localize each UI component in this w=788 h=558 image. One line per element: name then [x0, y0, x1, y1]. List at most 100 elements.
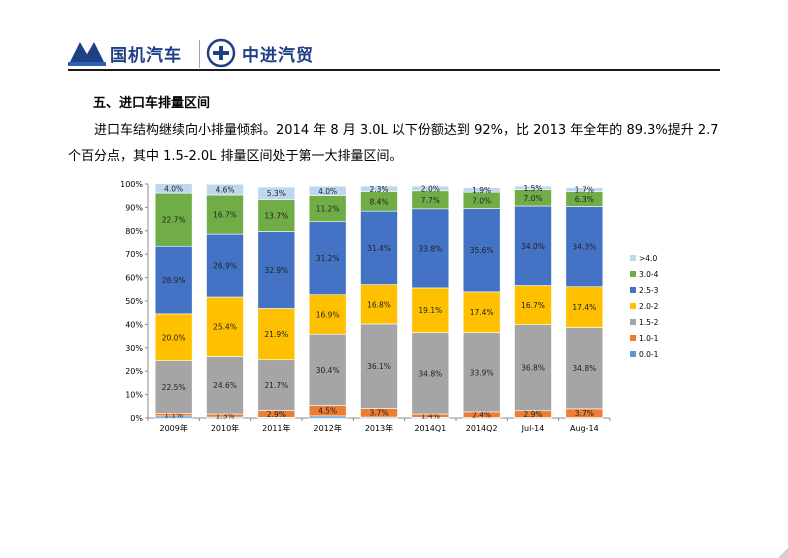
- page-header: 国机汽车 中进汽贸: [0, 0, 788, 72]
- x-tick-label: 2011年: [262, 423, 290, 433]
- bar-segment: [462, 187, 501, 193]
- data-label: 2.3%: [369, 185, 388, 194]
- data-label: 31.2%: [316, 254, 340, 263]
- bar-segment: [257, 359, 296, 411]
- data-label: 22.7%: [162, 216, 186, 225]
- data-label: 1.5%: [523, 184, 542, 193]
- bar-segment: [514, 185, 552, 190]
- bar-segment: [411, 208, 450, 289]
- data-label: 20.0%: [162, 333, 186, 342]
- bar-segment: [411, 185, 450, 192]
- cnit-logo-icon: [206, 38, 236, 68]
- x-tick-label: 2012年: [313, 423, 341, 433]
- bar-segment: [462, 332, 501, 413]
- data-label: 25.4%: [213, 323, 237, 332]
- data-label: 34.8%: [418, 369, 442, 378]
- data-label: 3.7%: [369, 409, 388, 418]
- y-tick-label: 80%: [125, 227, 143, 236]
- section-title: 五、进口车排量区间: [93, 96, 211, 111]
- y-tick-label: 0%: [130, 414, 143, 423]
- bar-segment: [154, 360, 193, 414]
- legend-swatch: [630, 335, 636, 341]
- data-label: 33.9%: [470, 368, 494, 377]
- x-tick-label: 2013年: [365, 423, 393, 433]
- x-tick-label: 2009年: [159, 423, 187, 433]
- x-tick-label: Jul-14: [521, 424, 545, 433]
- bar-segment: [411, 287, 450, 333]
- section-paragraph: 进口车结构继续向小排量倾斜。2014 年 8 月 3.0L 以下份额达到 92%…: [68, 123, 719, 164]
- legend-label: 3.0-4.0: [639, 270, 658, 279]
- data-label: 28.9%: [162, 276, 186, 285]
- x-tick-label: Aug-14: [570, 424, 599, 433]
- y-tick-label: 90%: [125, 203, 143, 212]
- data-label: 4.5%: [318, 407, 337, 416]
- data-label: 19.1%: [418, 306, 442, 315]
- data-label: 13.7%: [264, 211, 288, 220]
- data-label: 21.7%: [264, 381, 288, 390]
- y-tick-label: 20%: [125, 367, 143, 376]
- data-label: 34.0%: [521, 242, 545, 251]
- data-label: 11.2%: [316, 205, 340, 214]
- y-tick-label: 70%: [125, 250, 143, 259]
- data-label: 7.0%: [472, 196, 491, 205]
- y-tick-label: 100%: [120, 180, 143, 189]
- bar-segment: [257, 308, 296, 361]
- data-label: 33.8%: [418, 244, 442, 253]
- bar-segment: [308, 333, 347, 406]
- data-label: 17.4%: [572, 303, 596, 312]
- bar-segment: [257, 186, 296, 200]
- data-label: 36.1%: [367, 362, 391, 371]
- bar-segment: [565, 286, 604, 328]
- bar-segment: [565, 206, 604, 288]
- data-label: 8.4%: [369, 197, 388, 206]
- bar-segment: [308, 294, 347, 335]
- bar-segment: [308, 185, 347, 196]
- data-label: 36.8%: [521, 364, 545, 373]
- y-tick-label: 10%: [125, 391, 143, 400]
- legend-label: >4.0: [639, 254, 657, 263]
- x-tick-label: 2010年: [211, 423, 239, 433]
- bar-segment: [257, 231, 296, 309]
- data-label: 1.4%: [421, 412, 440, 421]
- data-label: 16.8%: [367, 300, 391, 309]
- bar-segment: [206, 183, 244, 196]
- y-tick-label: 40%: [125, 320, 143, 329]
- data-label: 4.6%: [215, 186, 234, 195]
- header-rule: [68, 69, 720, 71]
- bar-segment: [514, 205, 552, 286]
- data-label: 2.0%: [421, 184, 440, 193]
- data-label: 7.7%: [421, 196, 440, 205]
- bar-segment: [257, 199, 296, 232]
- bar-segment: [206, 356, 244, 415]
- bar-segment: [308, 415, 347, 419]
- data-label: 7.0%: [523, 194, 542, 203]
- bar-segment: [206, 233, 244, 298]
- data-label: 1.7%: [575, 186, 594, 195]
- bar-segment: [565, 327, 604, 410]
- data-label: 1.3%: [215, 412, 234, 421]
- bar-segment: [360, 185, 398, 192]
- data-label: 31.4%: [367, 244, 391, 253]
- legend-swatch: [630, 287, 636, 293]
- data-label: 1.9%: [472, 186, 491, 195]
- data-label: 16.7%: [521, 301, 545, 310]
- bar-segment: [514, 285, 552, 325]
- logo-left-text: 国机汽车: [110, 46, 182, 66]
- data-label: 22.5%: [162, 383, 186, 392]
- data-label: 2.9%: [267, 410, 286, 419]
- data-label: 2.9%: [523, 410, 542, 419]
- bar-segment: [154, 245, 193, 315]
- legend-label: 1.0-1.5: [639, 334, 658, 343]
- page-corner-mark: [778, 548, 788, 558]
- bar-segment: [411, 332, 450, 415]
- legend-swatch: [630, 255, 636, 261]
- legend-label: 2.0-2.5: [639, 302, 658, 311]
- data-label: 30.4%: [316, 366, 340, 375]
- data-label: 6.3%: [575, 195, 594, 204]
- data-label: 1.1%: [164, 411, 183, 420]
- logo-divider: [199, 40, 200, 68]
- legend-swatch: [630, 319, 636, 325]
- sinomach-logo-icon: [68, 42, 106, 66]
- bar-segment: [462, 208, 501, 293]
- data-label: 16.9%: [316, 310, 340, 319]
